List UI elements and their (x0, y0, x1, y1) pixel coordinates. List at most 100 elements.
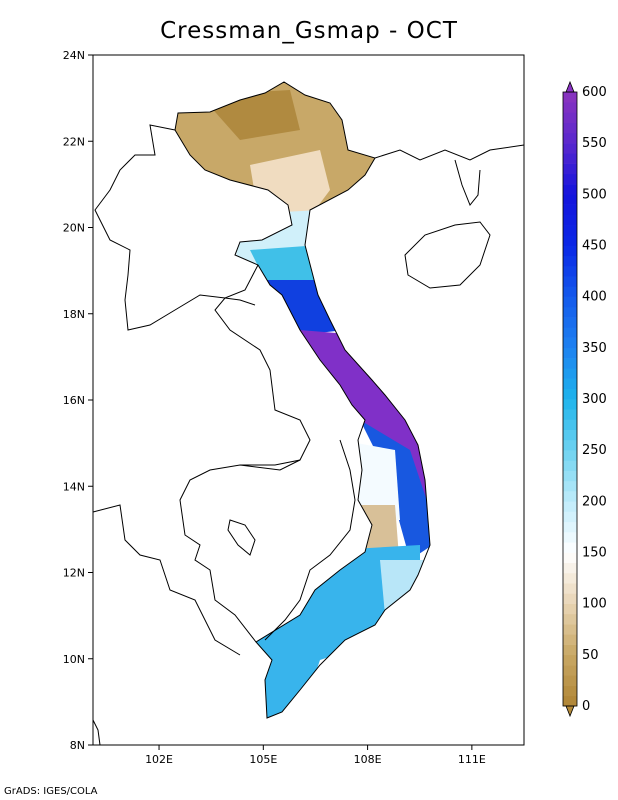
lat-tick-label: 22N (63, 135, 85, 148)
colorbar-band (563, 163, 577, 175)
precip-band-blue-coast (260, 280, 345, 335)
colorbar-band (563, 378, 577, 390)
colorbar-band (563, 286, 577, 297)
laos-border (94, 124, 259, 331)
colorbar-label: 550 (582, 136, 607, 151)
colorbar-band (563, 583, 577, 594)
colorbar-band (563, 214, 577, 226)
colorbar-label: 150 (582, 546, 607, 561)
colorbar-band (563, 593, 577, 604)
colorbar-band (563, 347, 577, 359)
colorbar-label: 0 (582, 699, 590, 714)
colorbar-band (563, 132, 577, 144)
colorbar-band (563, 562, 577, 574)
colorbar-band (563, 409, 577, 420)
colorbar-band (563, 419, 577, 430)
colorbar-label: 600 (582, 85, 607, 100)
colorbar-band (563, 306, 577, 318)
colorbar-band (563, 491, 577, 502)
colorbar-band (563, 542, 577, 553)
colorbar-band (563, 327, 577, 338)
colorbar-band (563, 665, 577, 676)
colorbar-label: 50 (582, 648, 599, 663)
colorbar-band (563, 122, 577, 134)
map-title: Cressman_Gsmap - OCT (160, 18, 458, 44)
colorbar-band (563, 613, 577, 625)
colorbar-band (563, 634, 577, 645)
lon-tick-label: 108E (354, 753, 382, 766)
colorbar-label: 400 (582, 290, 607, 305)
thailand-cambodia-border (179, 459, 301, 643)
hainan-island (404, 221, 491, 289)
laos-cambodia-border (214, 297, 311, 466)
colorbar-band (563, 92, 577, 103)
colorbar-min-arrow (565, 705, 575, 718)
lat-tick-label: 24N (63, 49, 85, 62)
myanmar-fragment (92, 719, 101, 746)
colorbar-label: 500 (582, 187, 607, 202)
colorbar-band (563, 225, 577, 236)
colorbar-band (563, 235, 577, 246)
vietnam-outline (174, 81, 431, 719)
colorbar-band (563, 511, 577, 523)
colorbar-band (563, 112, 577, 123)
colorbar-band (563, 368, 577, 379)
thailand-gulf-coast (92, 504, 241, 656)
lon-tick-label: 105E (249, 753, 277, 766)
colorbar-band (563, 480, 577, 492)
colorbar-band (563, 532, 577, 543)
colorbar-bands (563, 92, 577, 707)
grads-footer: GrADS: IGES/COLA (4, 786, 98, 797)
leizhou-peninsula (454, 159, 481, 206)
colorbar-band (563, 245, 577, 257)
colorbar-band (563, 450, 577, 461)
latitude-axis: 8N 10N 12N 14N 16N 18N 20N 22N 24N (63, 49, 93, 752)
colorbar-label: 350 (582, 341, 607, 356)
colorbar-band (563, 470, 577, 482)
colorbar-label: 450 (582, 239, 607, 254)
colorbar-band (563, 388, 577, 400)
colorbar-band (563, 521, 577, 533)
colorbar-band (563, 675, 577, 686)
colorbar-label: 300 (582, 392, 607, 407)
colorbar-band (563, 276, 577, 287)
lat-tick-label: 18N (63, 308, 85, 321)
colorbar-band (563, 624, 577, 635)
colorbar-band (563, 429, 577, 441)
colorbar-band (563, 695, 577, 707)
lat-tick-label: 14N (63, 480, 85, 493)
colorbar-label: 250 (582, 443, 607, 458)
colorbar-label: 200 (582, 494, 607, 509)
colorbar-band (563, 685, 577, 697)
colorbar-band (563, 337, 577, 349)
colorbar-band (563, 184, 577, 195)
colorbar-band (563, 654, 577, 666)
colorbar-max-arrow (565, 80, 575, 93)
precip-band-pale-south (380, 560, 430, 615)
colorbar-band (563, 296, 577, 308)
lat-tick-label: 10N (63, 653, 85, 666)
colorbar-band (563, 255, 577, 267)
colorbar-band (563, 572, 577, 584)
colorbar-band (563, 317, 577, 328)
colorbar-label: 100 (582, 597, 607, 612)
lon-tick-label: 102E (145, 753, 173, 766)
colorbar-labels: 0 50 100 150 200 250 300 350 400 450 500 550 600 (582, 85, 607, 714)
colorbar-band (563, 153, 577, 164)
colorbar-band (563, 143, 577, 154)
colorbar-band (563, 460, 577, 471)
colorbar-band (563, 399, 577, 410)
colorbar-band (563, 552, 577, 564)
longitude-axis: 102E 105E 108E 111E (145, 745, 486, 766)
colorbar-band (563, 603, 577, 615)
colorbar-band (563, 194, 577, 205)
land-boundaries (92, 81, 525, 746)
tonle-sap (227, 519, 256, 556)
colorbar-band (563, 439, 577, 451)
china-coast (374, 144, 525, 161)
colorbar-band (563, 265, 577, 277)
cambodia-vietnam-border (264, 439, 356, 641)
colorbar-band (563, 204, 577, 216)
